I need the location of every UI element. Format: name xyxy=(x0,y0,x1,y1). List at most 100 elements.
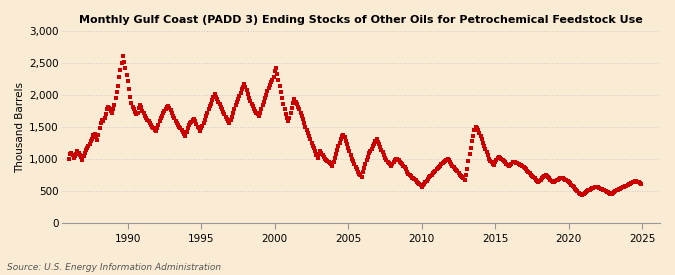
Point xyxy=(319,154,329,159)
Point xyxy=(370,139,381,144)
Point xyxy=(254,114,265,119)
Point xyxy=(140,116,151,120)
Point xyxy=(421,178,432,183)
Point xyxy=(453,170,464,175)
Point xyxy=(217,107,227,111)
Point xyxy=(415,183,426,187)
Point xyxy=(504,164,514,168)
Point xyxy=(544,176,555,181)
Point xyxy=(160,107,171,111)
Point xyxy=(131,112,142,117)
Point xyxy=(72,149,83,154)
Point xyxy=(621,184,632,188)
Point xyxy=(549,179,560,184)
Point xyxy=(313,152,324,156)
Point xyxy=(107,107,118,111)
Point xyxy=(92,138,103,142)
Point xyxy=(86,139,97,144)
Point xyxy=(446,161,456,166)
Point xyxy=(126,101,137,105)
Point xyxy=(163,104,173,108)
Point xyxy=(506,161,516,166)
Point xyxy=(278,101,289,106)
Point xyxy=(418,183,429,187)
Point xyxy=(618,185,629,189)
Point xyxy=(568,185,579,189)
Point xyxy=(460,173,471,177)
Text: Source: U.S. Energy Information Administration: Source: U.S. Energy Information Administ… xyxy=(7,263,221,272)
Point xyxy=(342,142,352,146)
Point xyxy=(268,75,279,79)
Point xyxy=(580,190,591,194)
Point xyxy=(311,153,322,157)
Point xyxy=(200,117,211,122)
Point xyxy=(620,184,630,189)
Point xyxy=(592,185,603,189)
Point xyxy=(460,177,470,182)
Point xyxy=(462,167,472,171)
Point xyxy=(618,185,628,189)
Point xyxy=(579,191,590,195)
Point xyxy=(510,160,520,164)
Point xyxy=(404,173,415,177)
Point xyxy=(265,83,275,87)
Point xyxy=(514,163,525,167)
Point xyxy=(292,104,303,109)
Point xyxy=(474,131,485,135)
Point xyxy=(383,161,394,165)
Point xyxy=(630,179,641,183)
Point xyxy=(143,119,154,123)
Point xyxy=(105,108,116,113)
Point xyxy=(469,128,480,132)
Point xyxy=(543,175,554,179)
Point xyxy=(409,177,420,181)
Point xyxy=(146,122,157,127)
Point xyxy=(501,161,512,166)
Point xyxy=(456,174,466,178)
Point xyxy=(447,163,458,168)
Point xyxy=(606,192,617,197)
Point xyxy=(261,92,271,97)
Point xyxy=(358,170,369,174)
Point xyxy=(305,137,316,142)
Point xyxy=(290,100,301,104)
Point xyxy=(88,133,99,137)
Point xyxy=(93,133,104,137)
Point xyxy=(379,156,390,160)
Point xyxy=(89,131,100,136)
Point xyxy=(355,173,366,177)
Point xyxy=(500,160,510,164)
Point xyxy=(502,163,513,167)
Point xyxy=(627,180,638,185)
Point xyxy=(140,114,151,118)
Point xyxy=(247,104,258,108)
Point xyxy=(230,103,241,108)
Point xyxy=(550,179,561,183)
Point xyxy=(511,161,522,165)
Point xyxy=(306,140,317,145)
Point xyxy=(115,67,126,72)
Point xyxy=(419,182,430,186)
Point xyxy=(181,130,192,134)
Point xyxy=(632,179,643,184)
Point xyxy=(207,98,217,103)
Point xyxy=(600,189,611,193)
Point xyxy=(547,180,558,184)
Point xyxy=(173,123,184,128)
Point xyxy=(481,150,492,154)
Point xyxy=(605,191,616,196)
Point xyxy=(535,177,546,182)
Point xyxy=(144,121,155,126)
Point xyxy=(134,106,144,110)
Point xyxy=(186,120,197,124)
Point xyxy=(394,160,405,164)
Point xyxy=(83,144,94,148)
Point xyxy=(571,188,582,192)
Point xyxy=(76,155,86,160)
Point xyxy=(591,185,601,189)
Point xyxy=(65,152,76,156)
Point xyxy=(190,119,200,124)
Point xyxy=(470,124,481,129)
Point xyxy=(164,106,175,110)
Point xyxy=(155,116,166,120)
